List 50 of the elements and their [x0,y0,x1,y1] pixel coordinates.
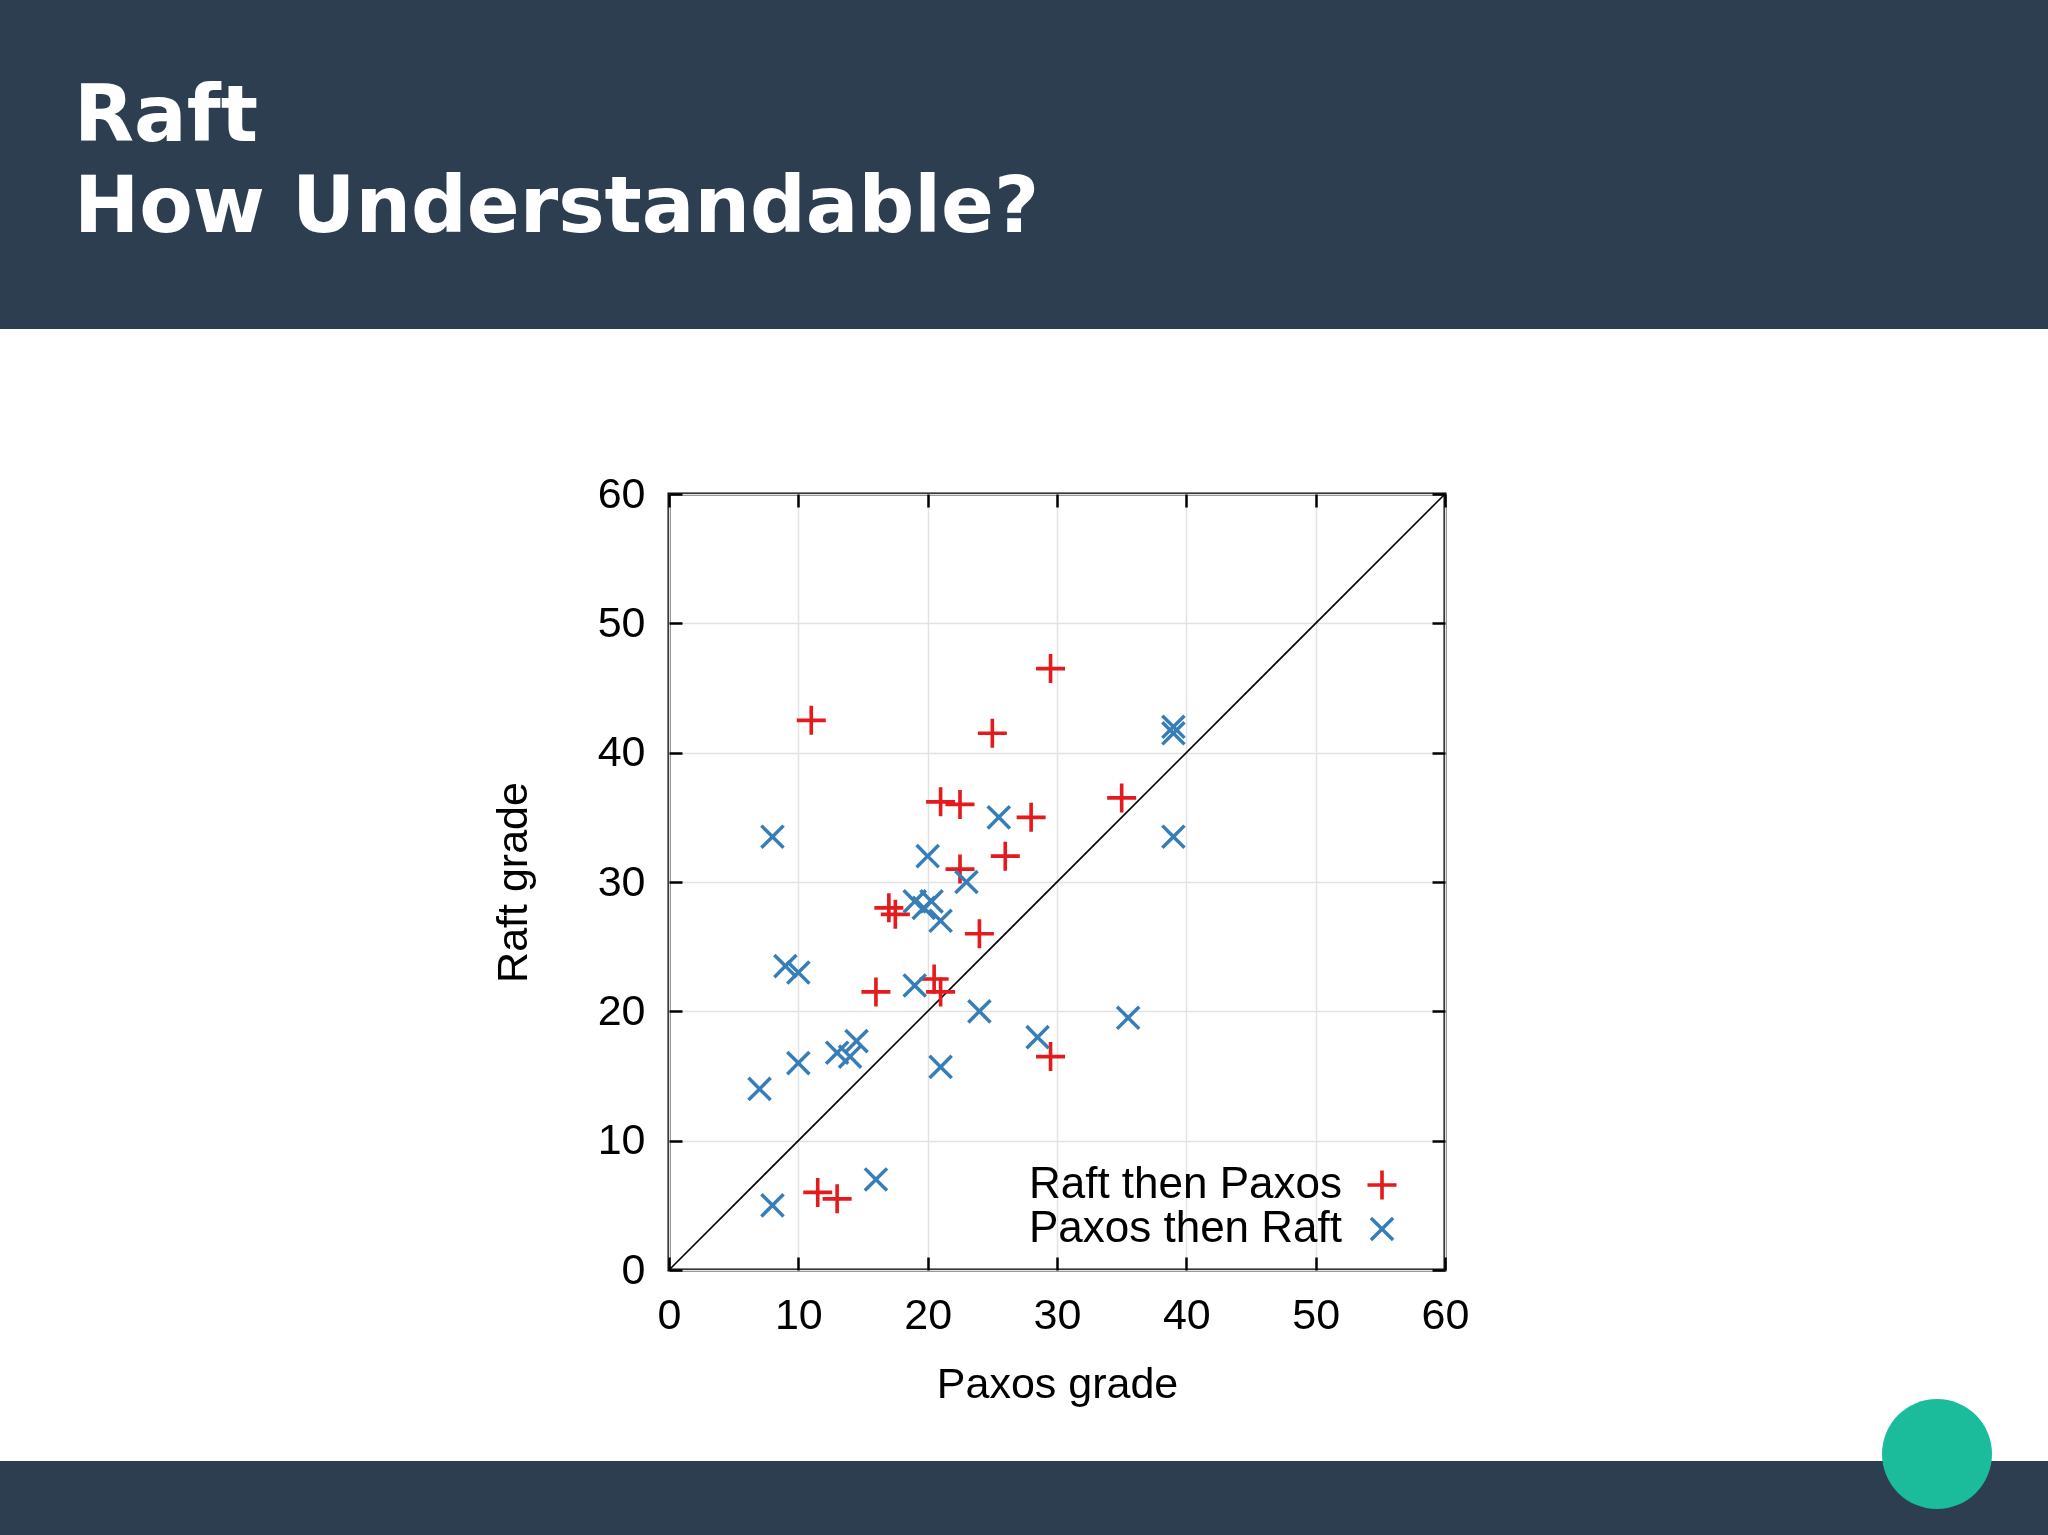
x-tick-label: 10 [774,1289,823,1338]
point [1115,1005,1141,1031]
x-axis-title: Paxos grade [936,1358,1179,1407]
point [786,960,811,985]
x-tick-label: 30 [1033,1289,1082,1338]
point [915,843,940,869]
point [822,1184,852,1214]
point [760,824,785,850]
point [861,977,891,1007]
x-tick-label: 20 [904,1289,953,1338]
point [926,977,956,1007]
x-tick-label: 50 [1292,1289,1341,1338]
x-tick-label: 0 [657,1289,682,1338]
x-tick-label: 60 [1421,1289,1470,1338]
y-axis-title: Raft grade [487,782,536,983]
y-tick-label: 60 [597,468,646,517]
point [967,999,992,1024]
point [964,919,994,949]
point [928,1054,953,1080]
point [1025,1024,1050,1050]
y-tick-label: 20 [597,985,646,1034]
x-tick-label: 40 [1162,1289,1211,1338]
point [928,908,953,934]
point [786,1050,811,1076]
chart-subtitle: How Understandable? [74,160,1040,250]
point [977,718,1007,748]
point [911,895,937,921]
point [1107,783,1137,813]
point [902,973,928,998]
point [954,869,979,895]
point [844,1028,869,1054]
point [990,841,1020,871]
point [760,1193,785,1218]
point [1016,802,1046,832]
point [1161,720,1186,746]
point [926,787,956,817]
point [945,789,975,819]
point [863,1167,889,1192]
y-tick-label: 50 [597,597,646,646]
point [803,1177,833,1207]
chart-title: Raft [74,69,258,159]
y-tick-label: 10 [597,1115,646,1164]
point [796,705,826,735]
y-tick-label: 30 [597,856,646,905]
point [945,854,975,884]
point [986,805,1012,830]
point [747,1076,772,1102]
y-tick-label: 0 [621,1244,646,1293]
point [1161,824,1186,850]
y-tick-label: 40 [597,727,646,776]
